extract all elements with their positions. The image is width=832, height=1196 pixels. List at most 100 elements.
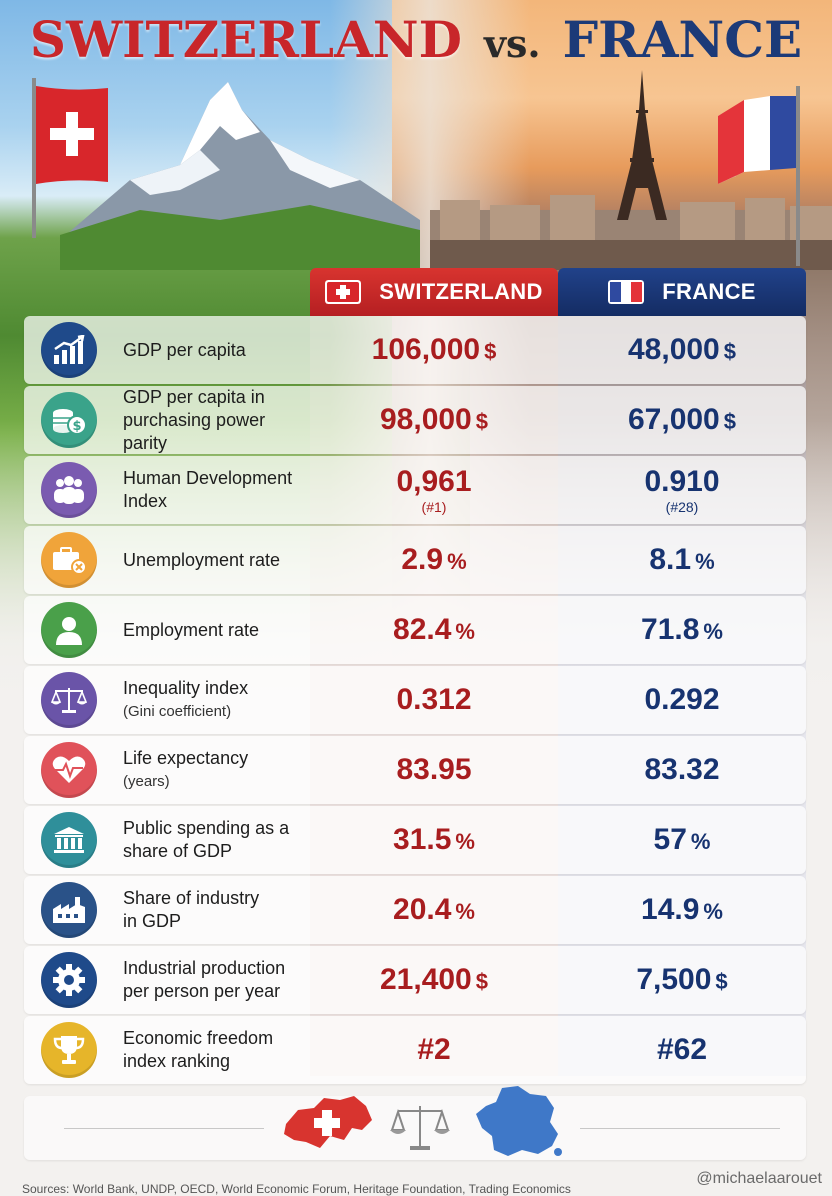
france-header-label: FRANCE (662, 279, 756, 304)
switzerland-value-unit: % (455, 829, 475, 854)
switzerland-value-unit: $ (484, 339, 497, 364)
trophy-icon (41, 1022, 97, 1078)
row-label: Unemployment rate (123, 526, 313, 594)
row-label: Human Development Index (123, 456, 313, 524)
france-value: 8.1 % (558, 526, 806, 594)
france-value: 57 % (558, 806, 806, 874)
france-value-number: 0.910 (644, 465, 720, 498)
balance-scale-icon (390, 1106, 450, 1150)
france-column-header: FRANCE (558, 268, 806, 316)
factory-icon (41, 882, 97, 938)
switzerland-value-number: 106,000 (371, 333, 481, 366)
switzerland-value: 21,400 $ (310, 946, 558, 1014)
switzerland-value-unit: $ (475, 969, 488, 994)
france-value-number: 0.292 (644, 683, 720, 716)
switzerland-value: 106,000 $ (310, 316, 558, 384)
switzerland-value-unit: % (447, 549, 467, 574)
row-label: Inequality index (Gini coefficient) (123, 666, 313, 734)
government-building-icon (41, 812, 97, 868)
row-label-sub: purchasing power parity (123, 409, 266, 453)
france-value-number: 8.1 (649, 543, 692, 576)
table-row: Life expectancy (years) 83.95 83.32 (24, 736, 806, 804)
coins-dollar-icon: $ (41, 392, 97, 448)
switzerland-value: 31.5 % (310, 806, 558, 874)
row-label: Life expectancy (years) (123, 736, 313, 804)
switzerland-value: 98,000 $ (310, 386, 558, 454)
france-value: #62 (558, 1016, 806, 1084)
switzerland-value-unit: % (455, 899, 475, 924)
matterhorn-illustration (60, 82, 420, 270)
france-value: 14.9 % (558, 876, 806, 944)
row-label-sub: (years) (123, 773, 170, 790)
france-value-number: 14.9 (641, 893, 700, 926)
france-value: 0.910 (#28) (558, 456, 806, 524)
france-value-rank: (#28) (665, 499, 699, 515)
switzerland-value: 82.4 % (310, 596, 558, 664)
france-value: 7,500 $ (558, 946, 806, 1014)
france-value-unit: % (703, 899, 723, 924)
france-value-number: 57 (653, 823, 687, 856)
switzerland-value-unit: $ (475, 409, 488, 434)
switzerland-value: 20.4 % (310, 876, 558, 944)
switzerland-map-icon (284, 1096, 372, 1148)
title-switzerland: SWITZERLAND (29, 10, 462, 69)
comparison-table: GDP per capita 106,000 $ 48,000 $ $ GDP … (24, 316, 806, 1086)
row-label-main: Economic freedom (123, 1028, 274, 1048)
table-row: Share of industry in GDP 20.4 % 14.9 % (24, 876, 806, 944)
row-label-main: Employment rate (123, 619, 260, 640)
heartbeat-icon (41, 742, 97, 798)
swiss-flag-pole (32, 78, 36, 238)
switzerland-column-header: SWITZERLAND (310, 268, 558, 316)
table-row: Inequality index (Gini coefficient) 0.31… (24, 666, 806, 734)
row-label: GDP per capita in purchasing power parit… (123, 386, 313, 454)
growth-chart-icon (41, 322, 97, 378)
france-flag-pole (796, 86, 800, 266)
svg-text:$: $ (72, 419, 81, 434)
row-label: Industrial production per person per yea… (123, 946, 313, 1014)
row-label: Employment rate (123, 596, 313, 664)
switzerland-value: 2.9 % (310, 526, 558, 594)
row-label-sub: Index (123, 491, 168, 511)
switzerland-value: 83.95 (310, 736, 558, 804)
switzerland-header-label: SWITZERLAND (379, 279, 543, 304)
title-france: FRANCE (562, 10, 803, 69)
briefcase-x-icon (41, 532, 97, 588)
row-label-main: Share of industry (123, 888, 260, 908)
switzerland-value-rank: (#1) (421, 499, 447, 515)
switzerland-value-number: 98,000 (379, 403, 472, 436)
row-label-sub: (Gini coefficient) (123, 703, 232, 720)
switzerland-value-number: 0,961 (396, 465, 472, 498)
france-value: 0.292 (558, 666, 806, 734)
france-value-unit: % (690, 829, 711, 854)
page-title: SWITZERLAND VS. FRANCE (0, 10, 832, 72)
row-label-main: GDP per capita in (123, 386, 265, 407)
france-value-number: #62 (656, 1033, 708, 1066)
france-value-number: 7,500 (636, 963, 712, 996)
row-label: Economic freedom index ranking (123, 1016, 313, 1084)
france-value-unit: % (695, 549, 715, 574)
eiffel-tower-illustration (617, 70, 667, 220)
france-value-unit: $ (723, 409, 736, 434)
row-label-main: Human Development (123, 468, 293, 488)
switzerland-value-number: 2.9 (401, 543, 444, 576)
row-label-sub: per person per year (123, 981, 281, 1001)
footer-divider-left (64, 1128, 264, 1129)
person-icon (41, 602, 97, 658)
switzerland-value-number: 83.95 (396, 753, 472, 786)
france-value-unit: $ (723, 339, 736, 364)
france-value-unit: % (703, 619, 723, 644)
author-handle: @michaelaarouet (696, 1170, 822, 1187)
row-label-main: Unemployment rate (123, 549, 281, 570)
switzerland-value: 0,961 (#1) (310, 456, 558, 524)
table-row: Human Development Index 0,961 (#1) 0.910… (24, 456, 806, 524)
table-row: Industrial production per person per yea… (24, 946, 806, 1014)
balance-scale-icon (41, 672, 97, 728)
row-label: GDP per capita (123, 316, 313, 384)
row-label-sub: in GDP (123, 911, 182, 931)
table-row: $ GDP per capita in purchasing power par… (24, 386, 806, 454)
row-label-main: Inequality index (123, 678, 249, 698)
row-label-sub: share of GDP (123, 841, 233, 861)
swiss-flag-icon (36, 86, 108, 184)
table-row: Employment rate 82.4 % 71.8 % (24, 596, 806, 664)
gear-icon (41, 952, 97, 1008)
